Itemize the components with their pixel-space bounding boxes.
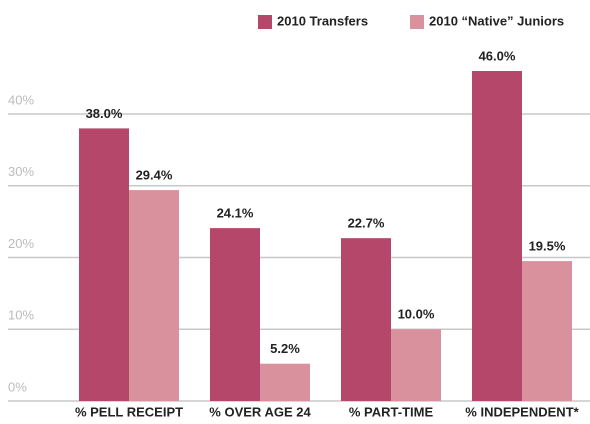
value-label: 5.2% (270, 341, 300, 356)
bar (129, 190, 179, 401)
bar (522, 261, 572, 401)
bar (79, 128, 129, 402)
x-tick-label: % PART-TIME (349, 404, 434, 419)
value-label: 38.0% (86, 106, 123, 121)
y-tick-label: 10% (8, 308, 34, 323)
legend-swatch (258, 15, 272, 29)
bar (341, 238, 391, 401)
legend-swatch (410, 15, 424, 29)
y-tick-label: 20% (8, 236, 34, 251)
x-tick-label: % INDEPENDENT* (465, 404, 579, 419)
y-tick-label: 30% (8, 164, 34, 179)
legend-label: 2010 Transfers (277, 13, 368, 28)
bar (391, 329, 441, 401)
value-label: 22.7% (348, 216, 385, 231)
x-tick-label: % OVER AGE 24 (209, 404, 311, 419)
value-label: 29.4% (136, 168, 173, 183)
y-tick-label: 0% (8, 379, 27, 394)
value-label: 10.0% (398, 307, 435, 322)
value-label: 24.1% (217, 206, 254, 221)
bar (472, 71, 522, 401)
bar (260, 363, 310, 401)
legend-label: 2010 “Native” Juniors (429, 13, 564, 28)
bar (210, 228, 260, 401)
value-label: 19.5% (529, 239, 566, 254)
y-tick-label: 40% (8, 92, 34, 107)
value-label: 46.0% (479, 48, 516, 63)
x-tick-label: % PELL RECEIPT (75, 404, 183, 419)
